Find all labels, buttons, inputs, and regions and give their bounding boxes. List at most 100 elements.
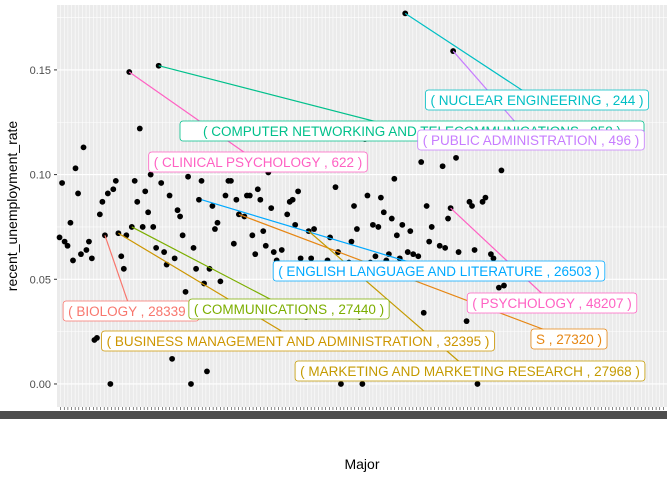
data-point [471,247,478,253]
data-point [193,265,199,272]
annotation-label-text: ( NUCLEAR ENGINEERING , 244 ) [430,93,643,108]
data-point [268,205,275,211]
data-point [295,188,301,195]
data-point [487,251,494,258]
x-axis-ticks [0,407,667,419]
data-point [56,234,63,241]
annotation-leader-line [158,65,413,132]
data-point [88,255,95,262]
data-point [372,253,379,260]
annotation-label-text: ( COMMUNICATIONS , 27440 ) [194,302,384,317]
annotation-leader-line [450,207,553,304]
data-point [214,219,221,226]
data-point [404,249,411,255]
data-point [501,282,507,289]
data-point [415,253,422,260]
data-point [498,167,505,174]
data-point [139,224,146,230]
annotation-label-box [530,328,608,350]
annotation-leader-line [128,71,259,163]
data-point [120,265,127,272]
data-point [246,192,253,199]
data-point [490,255,497,262]
data-point [110,186,117,193]
data-point [75,190,81,197]
data-point [380,209,387,216]
data-point [204,368,210,375]
annotation-label: ( ENGLISH LANGUAGE AND LITERATURE , 2650… [272,260,606,282]
data-point [64,242,71,249]
annotation-leader-line [201,199,440,272]
annotation-leader-line [118,232,299,342]
y-axis: 0.00 0.05 0.10 0.15 [30,65,57,391]
data-point [297,255,304,262]
data-point [252,251,259,258]
annotation-label: ( PUBLIC ADMINISTRATION , 496 ) [417,129,645,151]
annotation-label-text: ( BUSINESS MANAGEMENT AND ADMINISTRATION… [107,334,490,349]
data-point [393,232,400,239]
data-point [479,198,486,205]
data-point [391,175,398,182]
data-point [112,177,119,184]
x-tick-labels-band [0,411,667,419]
annotation-label-box [148,151,368,173]
annotation-label-text: ( BIOLOGY , 28339 ) [68,304,194,319]
data-point [428,224,435,230]
annotation-label: ( PSYCHOLOGY , 48207 ) [466,292,638,314]
data-point [198,177,205,184]
data-point [289,196,296,203]
data-point [348,238,355,245]
data-point [482,194,489,201]
data-point [217,278,224,285]
data-point [278,247,285,253]
annotation-label-text: ( CLINICAL PSYCHOLOGY , 622 ) [154,155,363,170]
data-point [118,253,125,260]
data-point [86,238,92,245]
data-point [439,163,446,170]
annotation-leader-line [131,226,290,310]
data-point [131,177,138,184]
data-point [254,186,261,193]
annotation-label-text: ( MARKETING AND MARKETING RESEARCH , 279… [300,364,640,379]
data-point [284,211,291,218]
annotation-label-box [101,330,495,352]
data-point [83,247,90,253]
data-point [72,165,79,172]
data-point [158,180,165,186]
data-point [262,242,269,249]
data-point [377,194,384,201]
annotation-label: ( COMMUNICATIONS , 27440 ) [188,298,390,320]
data-point [196,196,202,203]
data-point [188,381,194,387]
data-point [455,249,462,255]
data-point [61,238,68,245]
data-point [209,203,216,209]
annotation-label: ( MARKETING AND MARKETING RESEARCH , 279… [294,360,646,382]
y-tick-label: 0.00 [30,379,51,391]
data-point [96,211,103,218]
data-point [423,203,430,209]
annotation-label: ( CLINICAL PSYCHOLOGY , 622 ) [148,151,368,173]
annotation-label: ( BIOLOGY , 28339 ) [62,300,200,322]
data-point [179,232,186,239]
annotation-label-box [425,89,649,111]
annotation-label-box [294,360,646,382]
data-point [270,249,277,255]
data-point [182,288,189,295]
annotation-label-box [466,292,638,314]
data-point [185,173,191,180]
data-point [359,381,366,387]
data-point [212,226,218,232]
x-axis-title: Major [344,456,379,472]
data-point [161,249,168,255]
data-point [145,209,152,216]
data-point [177,213,183,220]
data-point [388,215,395,222]
data-point [474,381,481,387]
annotation-label-text: ( ENGLISH LANGUAGE AND LITERATURE , 2650… [278,264,600,279]
data-point [445,215,451,222]
y-tick-label: 0.10 [30,170,51,182]
data-point [463,318,470,325]
